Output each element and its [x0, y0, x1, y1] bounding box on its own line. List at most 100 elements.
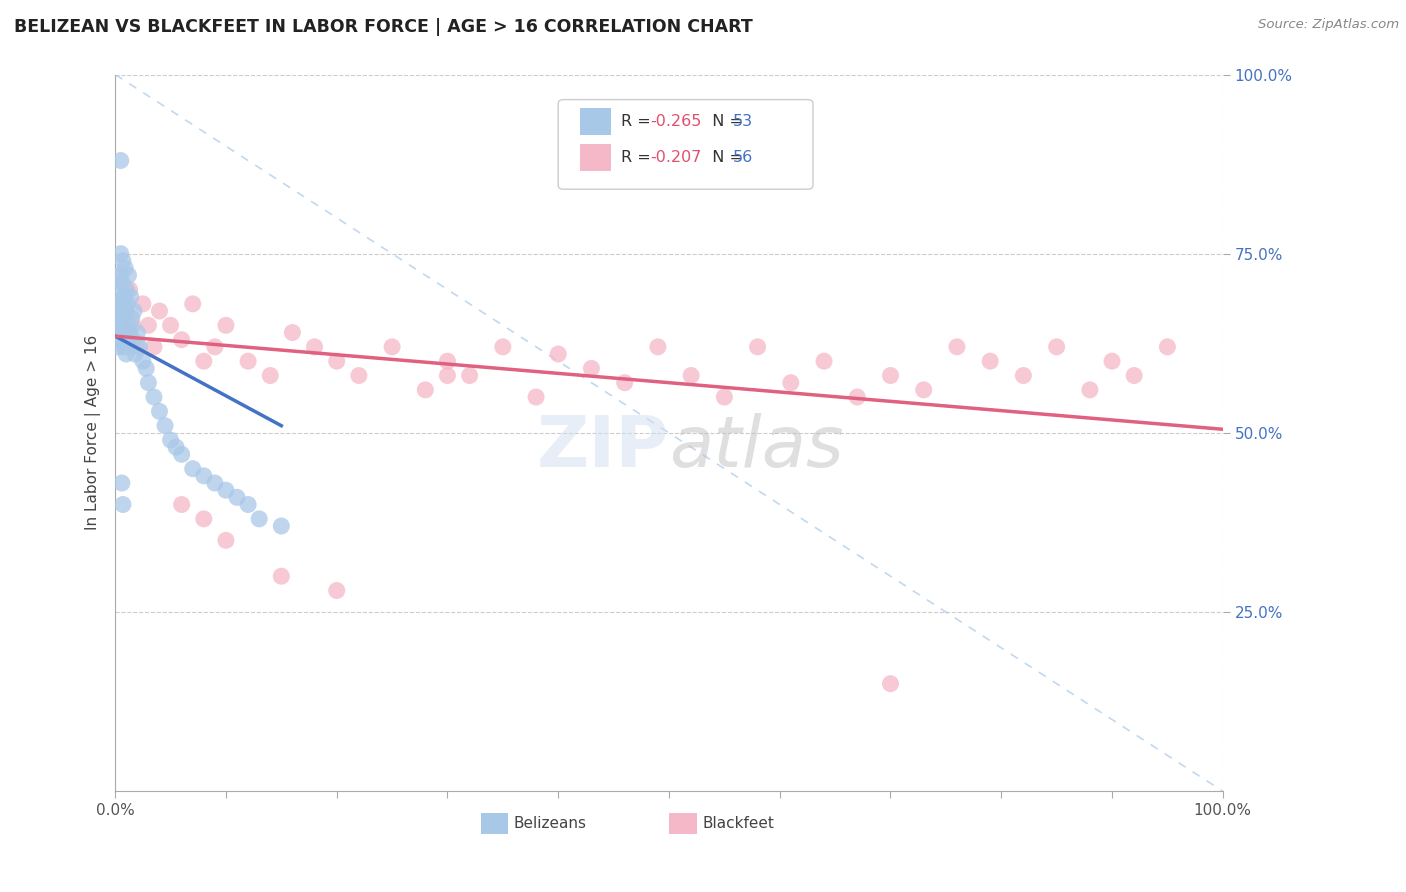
- Text: 53: 53: [733, 114, 754, 129]
- Point: [779, 376, 801, 390]
- Text: -0.265: -0.265: [650, 114, 702, 129]
- Point: [142, 340, 165, 354]
- Point: [613, 376, 636, 390]
- Point: [846, 390, 869, 404]
- Point: [681, 368, 703, 383]
- Point: [647, 340, 669, 354]
- Text: atlas: atlas: [669, 413, 844, 482]
- Point: [115, 283, 138, 297]
- Point: [138, 318, 160, 333]
- Point: [107, 297, 129, 311]
- Point: [122, 304, 145, 318]
- Point: [193, 354, 215, 368]
- Point: [281, 326, 304, 340]
- Point: [127, 326, 149, 340]
- Point: [117, 318, 139, 333]
- Point: [236, 498, 259, 512]
- Point: [138, 376, 160, 390]
- Point: [193, 512, 215, 526]
- Text: -0.207: -0.207: [650, 150, 702, 165]
- Point: [912, 383, 935, 397]
- Point: [325, 583, 347, 598]
- Point: [107, 318, 129, 333]
- Point: [492, 340, 515, 354]
- Text: R =: R =: [621, 114, 657, 129]
- Point: [111, 297, 134, 311]
- Point: [381, 340, 404, 354]
- Y-axis label: In Labor Force | Age > 16: In Labor Force | Age > 16: [86, 335, 101, 531]
- Point: [117, 268, 139, 283]
- Point: [347, 368, 370, 383]
- Point: [524, 390, 547, 404]
- Text: Blackfeet: Blackfeet: [702, 816, 775, 831]
- Point: [193, 468, 215, 483]
- Bar: [481, 813, 509, 834]
- Point: [1123, 368, 1146, 383]
- Point: [1101, 354, 1123, 368]
- Point: [111, 253, 134, 268]
- Point: [547, 347, 569, 361]
- Point: [204, 476, 226, 491]
- Point: [114, 326, 136, 340]
- Point: [159, 433, 181, 447]
- Point: [1078, 383, 1101, 397]
- Point: [236, 354, 259, 368]
- Point: [436, 368, 458, 383]
- Point: [111, 276, 134, 290]
- Point: [713, 390, 735, 404]
- Point: [879, 676, 901, 690]
- Point: [111, 318, 134, 333]
- Point: [170, 333, 193, 347]
- Point: [747, 340, 769, 354]
- Text: 56: 56: [733, 150, 754, 165]
- Point: [458, 368, 481, 383]
- Point: [111, 311, 134, 326]
- Point: [813, 354, 835, 368]
- Point: [122, 318, 145, 333]
- Text: R =: R =: [621, 150, 657, 165]
- FancyBboxPatch shape: [558, 100, 813, 189]
- Point: [170, 498, 193, 512]
- Point: [226, 491, 249, 505]
- Point: [304, 340, 326, 354]
- Point: [204, 340, 226, 354]
- Point: [270, 519, 292, 533]
- Point: [111, 498, 134, 512]
- Point: [181, 297, 204, 311]
- Point: [124, 347, 146, 361]
- Point: [159, 318, 181, 333]
- Point: [153, 418, 176, 433]
- Point: [127, 340, 149, 354]
- Point: [581, 361, 603, 376]
- Point: [117, 333, 139, 347]
- Point: [107, 340, 129, 354]
- Point: [215, 483, 238, 498]
- Point: [115, 347, 138, 361]
- Point: [111, 311, 134, 326]
- Point: [114, 260, 136, 275]
- Point: [118, 326, 141, 340]
- Text: N =: N =: [702, 150, 748, 165]
- Point: [142, 390, 165, 404]
- Point: [979, 354, 1001, 368]
- Point: [110, 326, 132, 340]
- Point: [148, 404, 170, 418]
- Point: [413, 383, 436, 397]
- Point: [111, 333, 134, 347]
- Point: [148, 304, 170, 318]
- Point: [132, 297, 155, 311]
- Point: [165, 440, 187, 454]
- Point: [247, 512, 270, 526]
- Point: [107, 283, 129, 297]
- Bar: [581, 108, 612, 136]
- Point: [118, 283, 141, 297]
- Point: [1012, 368, 1035, 383]
- Point: [181, 461, 204, 475]
- Point: [259, 368, 281, 383]
- Point: [215, 318, 238, 333]
- Point: [115, 326, 138, 340]
- Point: [120, 290, 142, 304]
- Point: [325, 354, 347, 368]
- Point: [112, 340, 135, 354]
- Point: [110, 153, 132, 168]
